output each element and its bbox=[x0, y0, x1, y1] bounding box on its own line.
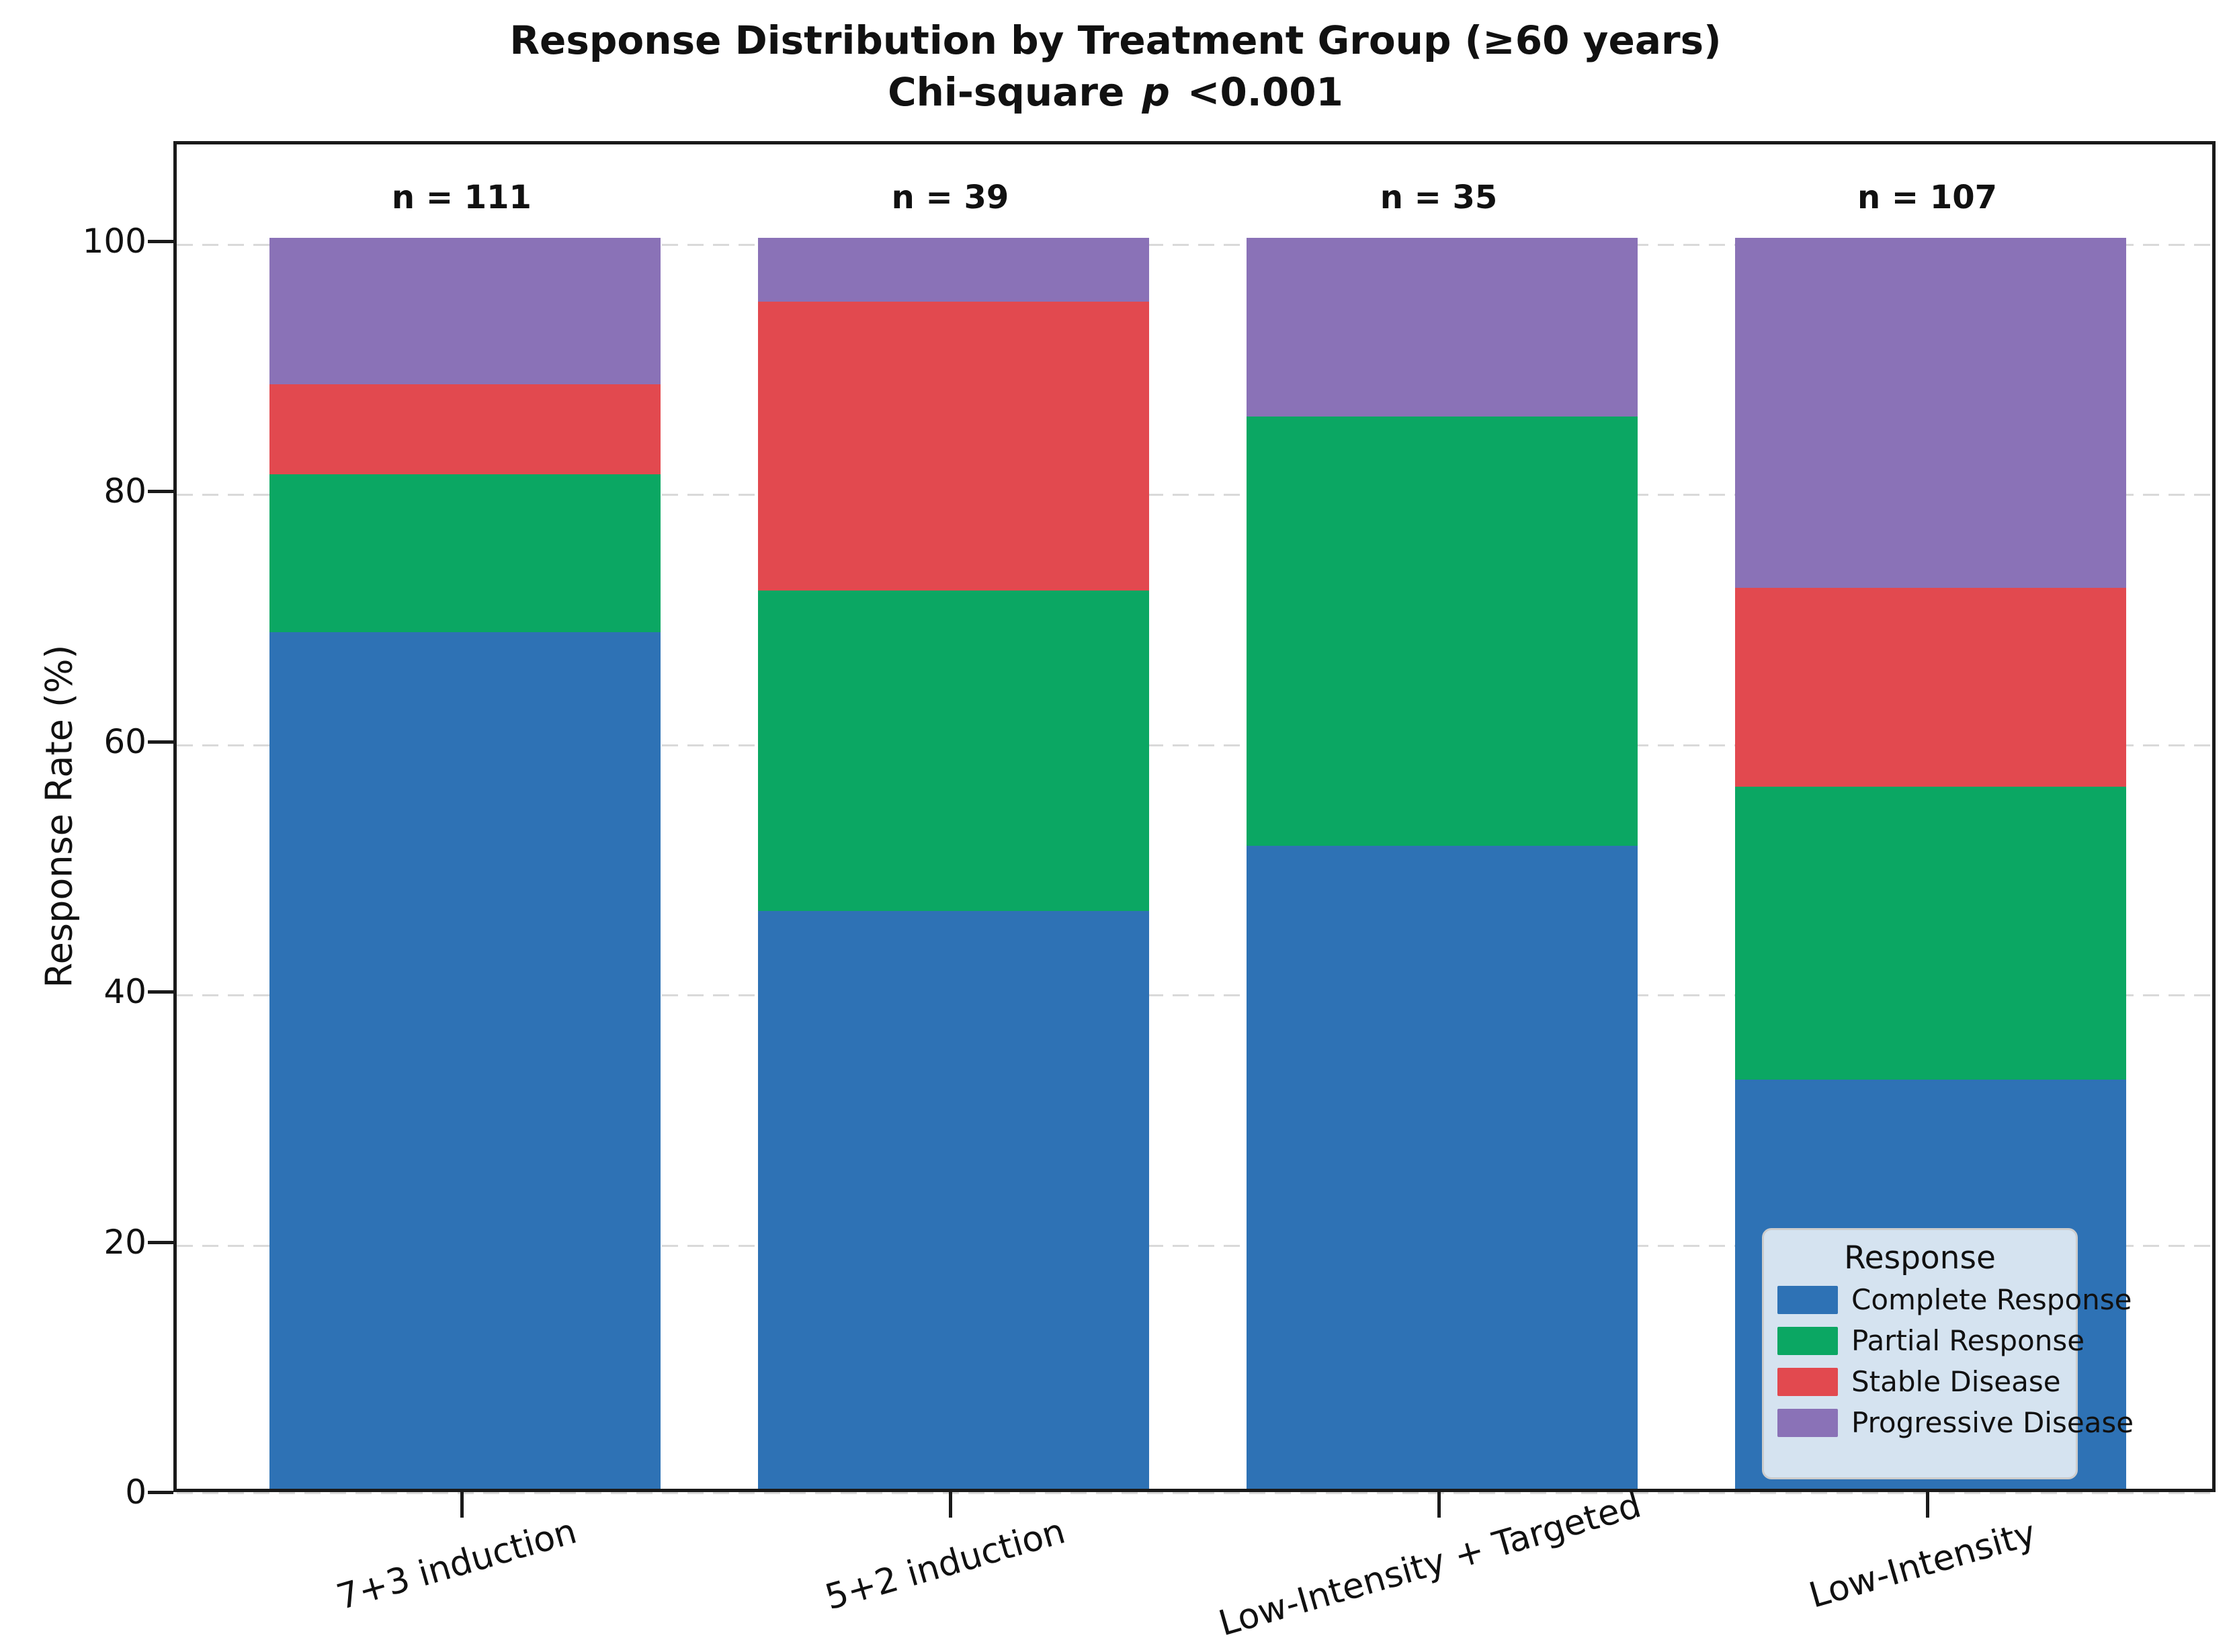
x-tick-label-low-intensity-targeted: Low-Intensity + Targeted bbox=[1214, 1485, 1646, 1645]
bar-7-3-induction bbox=[269, 144, 661, 1489]
legend-swatch-stable-disease bbox=[1777, 1367, 1838, 1396]
n-label-low-intensity-targeted: n = 35 bbox=[1380, 178, 1498, 216]
bar-segment-7-3-induction-complete-response bbox=[269, 632, 661, 1489]
bar-segment-7-3-induction-stable-disease bbox=[269, 384, 661, 474]
legend-swatch-partial-response bbox=[1777, 1326, 1838, 1355]
legend-row-partial-response: Partial Response bbox=[1777, 1324, 2085, 1357]
n-label-low-intensity: n = 107 bbox=[1857, 178, 1998, 216]
y-tick-label-0: 0 bbox=[125, 1473, 146, 1512]
n-label-5-2-induction: n = 39 bbox=[891, 178, 1009, 216]
chart-title-block: Response Distribution by Treatment Group… bbox=[0, 15, 2231, 118]
y-tick-mark-80 bbox=[148, 490, 173, 494]
legend-row-progressive-disease: Progressive Disease bbox=[1777, 1406, 2134, 1439]
x-tick-mark-7-3-induction bbox=[460, 1492, 464, 1518]
bar-segment-low-intensity-targeted-partial-response bbox=[1247, 417, 1638, 846]
bar-segment-low-intensity-progressive-disease bbox=[1735, 237, 2126, 589]
y-tick-mark-100 bbox=[148, 239, 173, 243]
x-tick-mark-5-2-induction bbox=[948, 1492, 952, 1518]
legend-label-stable-disease: Stable Disease bbox=[1851, 1365, 2061, 1398]
gridline-80 bbox=[177, 494, 2212, 496]
bar-segment-low-intensity-stable-disease bbox=[1735, 588, 2126, 787]
gridline-20 bbox=[177, 1244, 2212, 1247]
legend-swatch-progressive-disease bbox=[1777, 1408, 1838, 1437]
bar-segment-7-3-induction-partial-response bbox=[269, 474, 661, 632]
legend-label-partial-response: Partial Response bbox=[1851, 1324, 2085, 1357]
chart-title: Response Distribution by Treatment Group… bbox=[509, 17, 1722, 63]
subtitle-p-value: <0.001 bbox=[1187, 69, 1343, 115]
y-tick-label-20: 20 bbox=[103, 1222, 146, 1262]
bar-segment-5-2-induction-complete-response bbox=[758, 910, 1149, 1489]
legend-label-complete-response: Complete Response bbox=[1851, 1283, 2132, 1316]
x-tick-label-5-2-induction: 5+2 induction bbox=[820, 1511, 1070, 1618]
x-tick-label-low-intensity: Low-Intensity bbox=[1804, 1513, 2041, 1616]
y-tick-label-100: 100 bbox=[82, 221, 146, 261]
legend-swatch-complete-response bbox=[1777, 1285, 1838, 1314]
bar-segment-5-2-induction-partial-response bbox=[758, 591, 1149, 911]
legend-title: Response bbox=[1844, 1240, 1996, 1276]
subtitle-p-symbol: p bbox=[1142, 69, 1170, 115]
y-tick-mark-0 bbox=[148, 1491, 173, 1494]
plot-area bbox=[173, 141, 2216, 1494]
legend-row-stable-disease: Stable Disease bbox=[1777, 1365, 2062, 1398]
bar-5-2-induction bbox=[758, 144, 1149, 1489]
bar-segment-7-3-induction-progressive-disease bbox=[269, 237, 661, 384]
y-tick-label-40: 40 bbox=[103, 972, 146, 1012]
y-axis-label: Response Rate (%) bbox=[38, 644, 81, 988]
gridline-60 bbox=[177, 744, 2212, 746]
bar-segment-5-2-induction-stable-disease bbox=[758, 301, 1149, 591]
bar-segment-low-intensity-partial-response bbox=[1735, 787, 2126, 1080]
x-tick-label-7-3-induction: 7+3 induction bbox=[332, 1511, 581, 1618]
bar-segment-5-2-induction-progressive-disease bbox=[758, 237, 1149, 302]
gridline-40 bbox=[177, 994, 2212, 997]
bar-low-intensity-targeted bbox=[1247, 144, 1638, 1489]
legend: Response Complete Response Partial Respon… bbox=[1762, 1228, 2134, 1479]
y-tick-mark-60 bbox=[148, 740, 173, 744]
n-label-7-3-induction: n = 111 bbox=[391, 178, 532, 216]
legend-label-progressive-disease: Progressive Disease bbox=[1851, 1406, 2134, 1439]
y-tick-mark-20 bbox=[148, 1240, 173, 1244]
y-tick-label-60: 60 bbox=[103, 722, 146, 761]
bar-segment-low-intensity-targeted-complete-response bbox=[1247, 845, 1638, 1489]
gridline-0 bbox=[177, 1492, 2212, 1494]
x-tick-mark-low-intensity-targeted bbox=[1437, 1492, 1441, 1518]
subtitle-prefix: Chi-square bbox=[888, 69, 1125, 115]
y-tick-mark-40 bbox=[148, 990, 173, 994]
chart-subtitle: Chi-square p <0.001 bbox=[0, 67, 2231, 118]
x-tick-mark-low-intensity bbox=[1926, 1492, 1930, 1518]
gridline-100 bbox=[177, 243, 2212, 246]
y-tick-label-80: 80 bbox=[103, 472, 146, 511]
bar-segment-low-intensity-targeted-progressive-disease bbox=[1247, 237, 1638, 417]
legend-row-complete-response: Complete Response bbox=[1777, 1283, 2132, 1316]
